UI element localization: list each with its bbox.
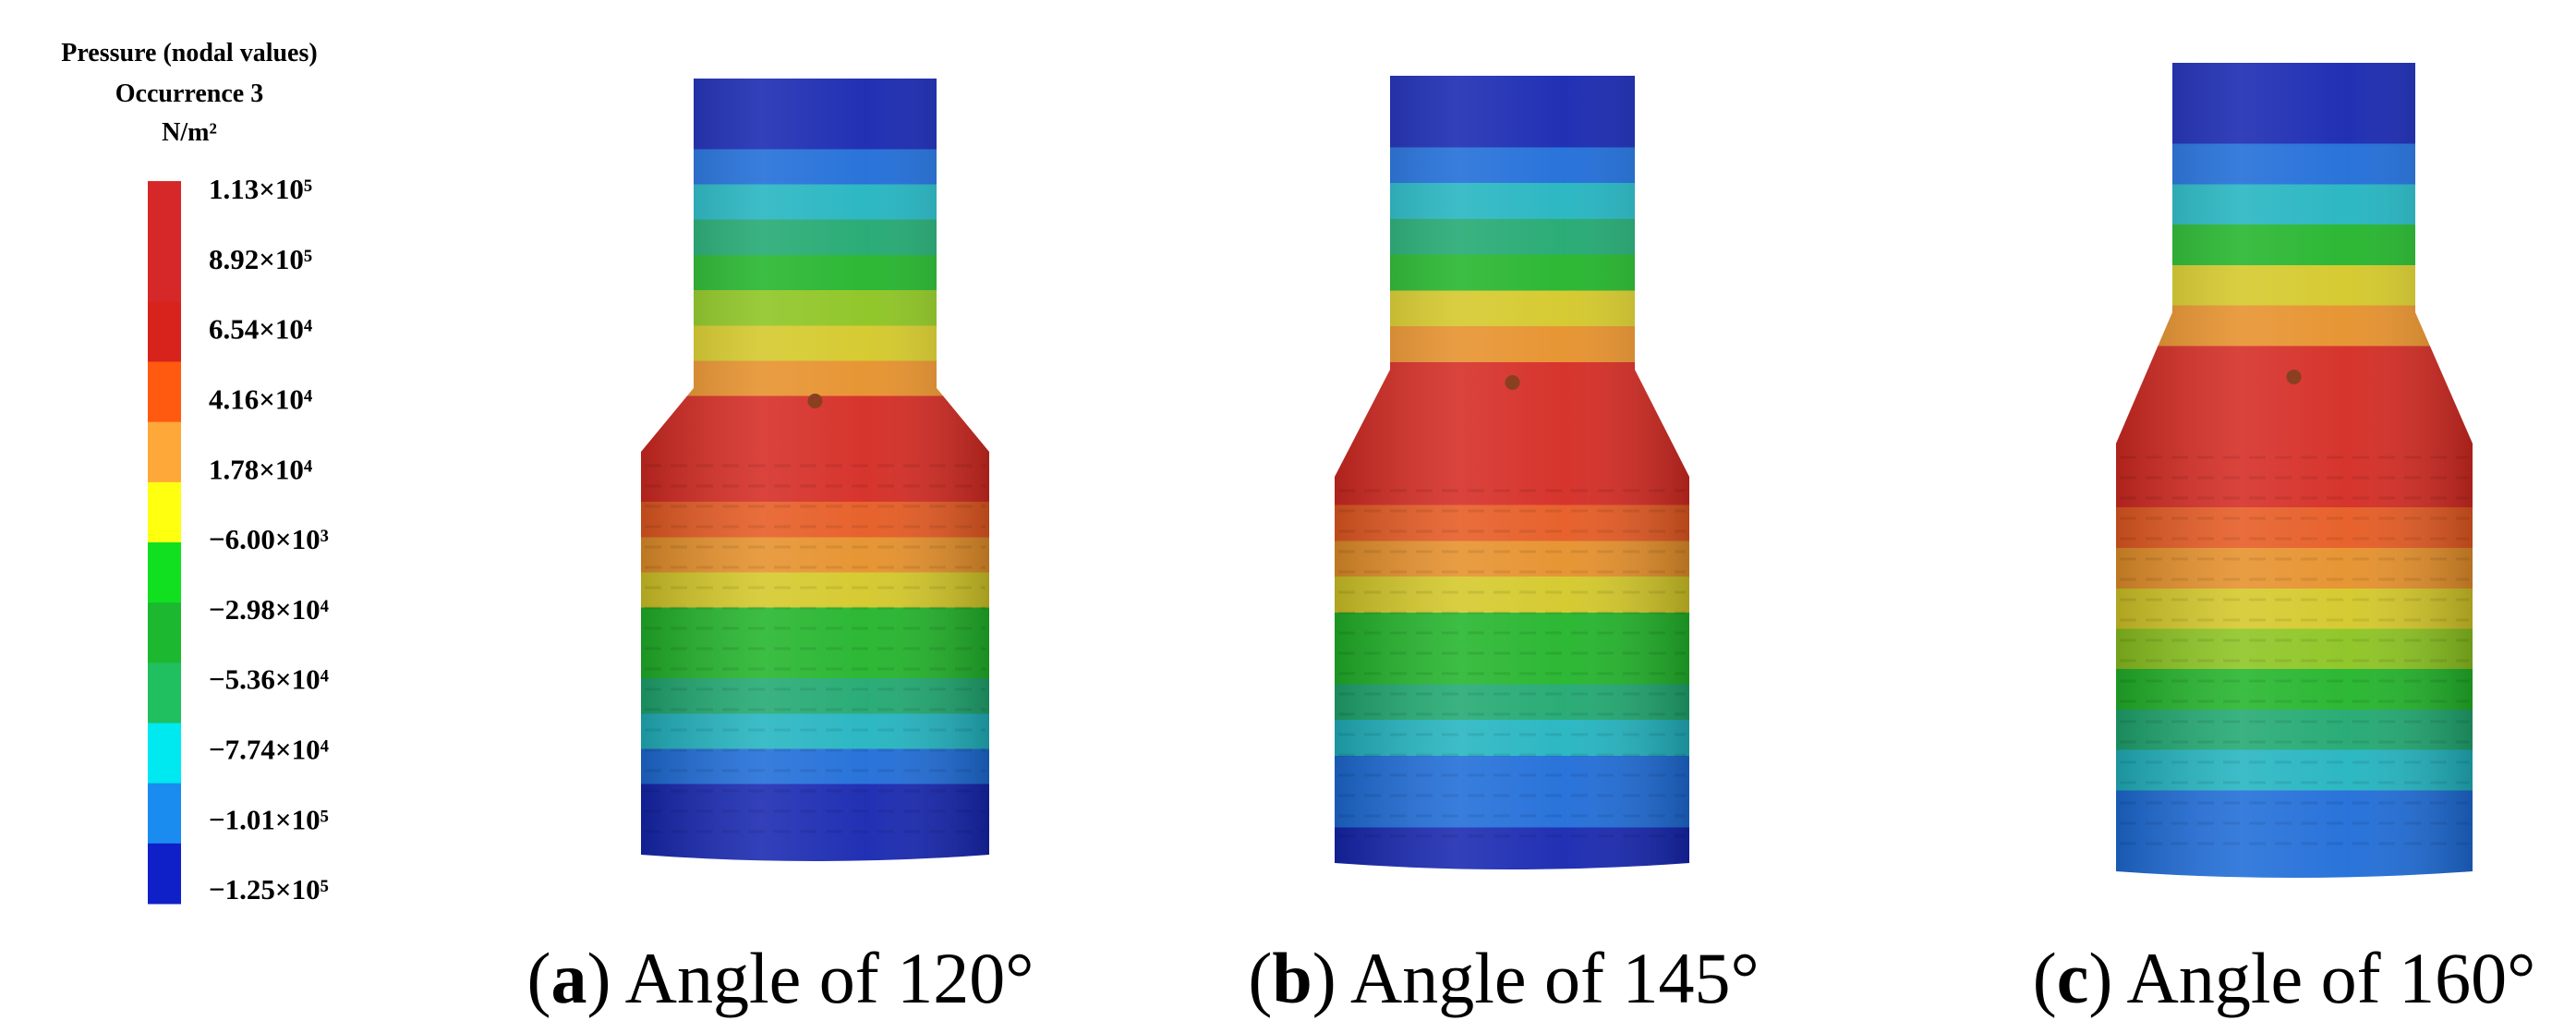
legend-label: −1.01×10⁵ xyxy=(209,803,329,835)
color-swatch xyxy=(148,181,181,242)
color-swatch xyxy=(148,481,181,543)
probe-point xyxy=(2286,370,2302,384)
panel-letter: c xyxy=(2057,938,2089,1018)
color-swatch xyxy=(148,602,181,663)
panel-caption: (b) Angle of 145° xyxy=(1248,938,1759,1018)
color-swatch xyxy=(148,241,181,302)
legend-label: 8.92×10⁵ xyxy=(209,243,312,275)
legend-title: N/m² xyxy=(162,118,217,147)
legend-label: −7.74×10⁴ xyxy=(209,734,329,766)
probe-point xyxy=(1505,375,1520,390)
legend-label: 4.16×10⁴ xyxy=(209,383,312,416)
model-shading xyxy=(2116,63,2473,878)
legend-label: −1.25×10⁵ xyxy=(209,873,329,905)
panel-letter: b xyxy=(1272,938,1312,1018)
model-shading xyxy=(1335,76,1689,869)
legend-label: 1.78×10⁴ xyxy=(209,453,312,485)
color-swatch xyxy=(148,662,181,723)
legend-label: −2.98×10⁴ xyxy=(209,593,329,626)
panel-title: Angle of 145° xyxy=(1350,938,1760,1018)
color-swatch xyxy=(148,421,181,483)
color-swatch xyxy=(148,783,181,845)
color-swatch xyxy=(148,301,181,362)
probe-point xyxy=(807,394,823,408)
color-swatch xyxy=(148,843,181,905)
legend-label: 6.54×10⁴ xyxy=(209,313,312,346)
legend-label: −6.00×10³ xyxy=(209,523,329,555)
model-shading xyxy=(641,79,989,861)
legend-label: 1.13×10⁵ xyxy=(209,173,312,205)
color-swatch xyxy=(148,723,181,784)
panel-title: Angle of 120° xyxy=(625,938,1034,1018)
legend-title: Pressure (nodal values) xyxy=(61,39,317,67)
panel-caption: (a) Angle of 120° xyxy=(527,938,1034,1018)
panel-title: Angle of 160° xyxy=(2126,938,2535,1018)
panel-letter: a xyxy=(551,938,587,1018)
legend-title: Occurrence 3 xyxy=(115,79,263,108)
panel-caption: (c) Angle of 160° xyxy=(2033,938,2536,1018)
legend-label: −5.36×10⁴ xyxy=(209,663,329,696)
color-swatch xyxy=(148,361,181,423)
color-swatch xyxy=(148,542,181,603)
